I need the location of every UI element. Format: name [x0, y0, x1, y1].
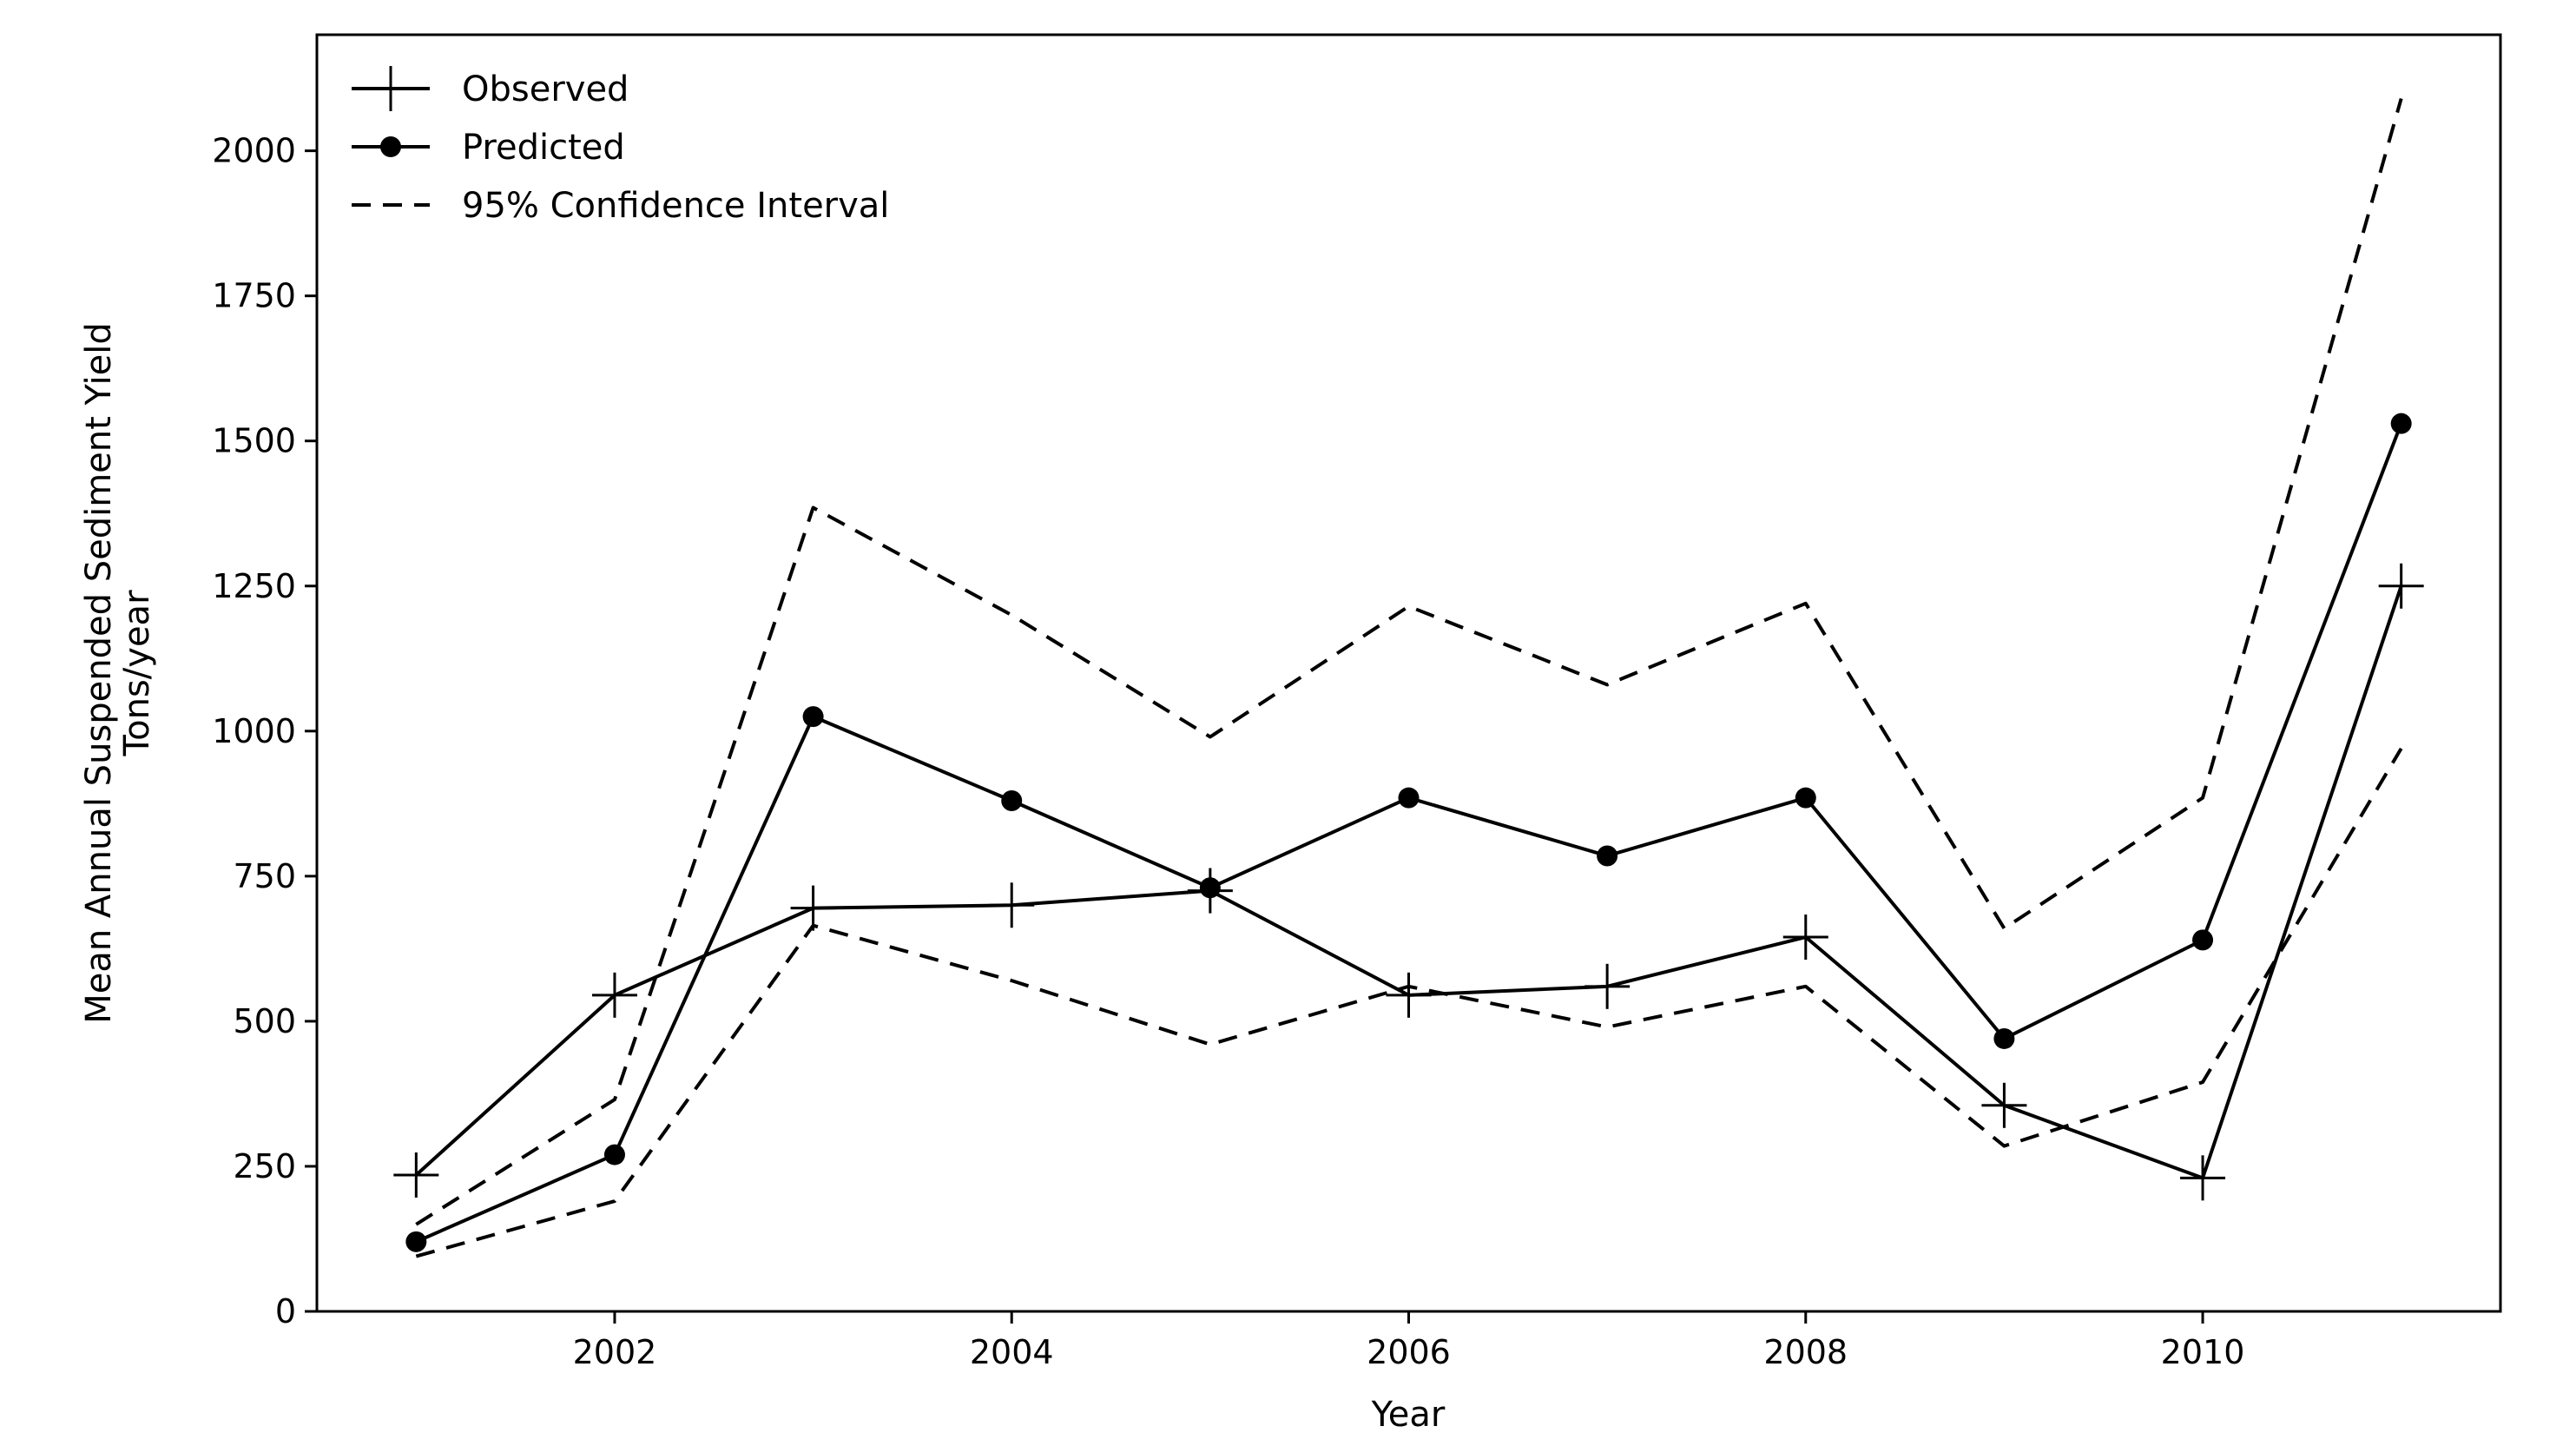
y-axis: 0 250 500 750 1000 1250 1500 1750 2000 [212, 132, 317, 1330]
x-tick-label: 2004 [970, 1333, 1054, 1371]
legend-item-predicted: Predicted [352, 128, 625, 168]
point-predicted [2192, 929, 2214, 951]
legend-label: Observed [462, 69, 629, 109]
x-tick-label: 2002 [573, 1333, 657, 1371]
point-predicted [1795, 787, 1816, 809]
legend-marker [380, 136, 401, 157]
point-predicted [603, 1144, 625, 1165]
y-tick-label: 1500 [212, 422, 296, 460]
point-observed [2180, 1155, 2226, 1201]
x-axis-title: Year [1371, 1395, 1446, 1435]
legend-item-observed: Observed [352, 66, 629, 111]
point-predicted [1199, 877, 1221, 899]
y-tick-label: 0 [275, 1292, 296, 1330]
y-tick-label: 750 [233, 857, 296, 895]
legend-label: Predicted [462, 128, 625, 168]
point-observed [591, 972, 637, 1018]
x-axis: 2002 2004 2006 2008 2010 [573, 1311, 2245, 1371]
series-line-95-confidence-interval [415, 97, 2403, 1226]
point-predicted [405, 1231, 427, 1252]
y-axis-title-line-2: Tons/year [117, 590, 157, 757]
x-tick-label: 2008 [1763, 1333, 1848, 1371]
point-predicted [1993, 1027, 2015, 1049]
y-tick-label: 250 [233, 1147, 296, 1185]
series-line-confidence-interval-lower [415, 747, 2403, 1258]
point-observed [989, 882, 1035, 928]
y-axis-title-line-1: Mean Annual Suspended Sediment Yield [79, 322, 119, 1024]
point-observed [1584, 963, 1631, 1009]
point-predicted [1001, 790, 1023, 811]
point-observed [393, 1152, 439, 1198]
y-tick-label: 1000 [212, 712, 296, 750]
legend-label: 95% Confidence Interval [462, 186, 889, 226]
legend-item-95-confidence-interval: 95% Confidence Interval [352, 186, 889, 226]
x-tick-label: 2010 [2161, 1333, 2245, 1371]
point-observed [2378, 563, 2424, 609]
y-axis-title: Mean Annual Suspended Sediment Yield Ton… [79, 322, 157, 1024]
point-predicted [1597, 845, 1618, 867]
point-predicted [802, 706, 824, 728]
legend: Observed Predicted 95% Confidence Interval [352, 66, 889, 226]
y-tick-label: 2000 [212, 132, 296, 170]
point-predicted [2390, 413, 2412, 434]
point-observed [1782, 914, 1828, 961]
point-observed [1981, 1082, 2027, 1128]
point-observed [1386, 972, 1432, 1018]
y-tick-label: 1750 [212, 277, 296, 315]
y-tick-label: 1250 [212, 567, 296, 605]
series-layer [393, 97, 2424, 1258]
point-predicted [1398, 787, 1420, 809]
y-tick-label: 500 [233, 1002, 296, 1040]
x-tick-label: 2006 [1367, 1333, 1451, 1371]
point-observed [790, 885, 836, 931]
plot-area [315, 33, 2502, 1313]
